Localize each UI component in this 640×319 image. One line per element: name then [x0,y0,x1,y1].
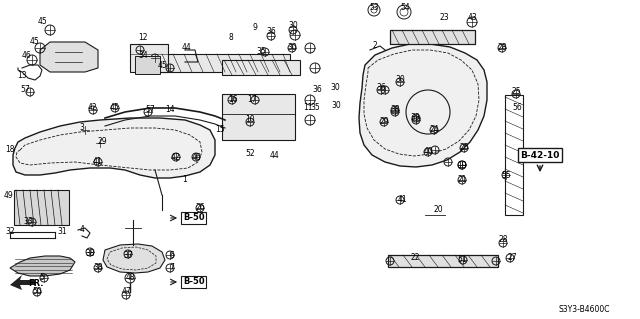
Polygon shape [10,275,35,290]
Text: 29: 29 [97,137,107,146]
Text: 49: 49 [3,191,13,201]
Polygon shape [103,244,165,273]
Text: 15: 15 [215,125,225,135]
Polygon shape [10,256,75,276]
Text: FR.: FR. [28,278,44,287]
Text: 53: 53 [369,4,379,12]
Bar [388,255,498,267]
Text: 9: 9 [253,24,257,33]
Text: 14: 14 [165,106,175,115]
Text: S3Y3-B4600C: S3Y3-B4600C [559,306,610,315]
Text: 23: 23 [439,13,449,23]
Text: 12: 12 [138,33,148,42]
Text: 44: 44 [270,151,280,160]
Bar [505,95,523,215]
Text: 22: 22 [410,254,420,263]
Text: 46: 46 [191,152,201,161]
Text: 36: 36 [266,27,276,36]
Polygon shape [359,44,487,167]
Bar [130,44,168,72]
Text: 25: 25 [459,144,469,152]
Text: 36: 36 [312,85,322,94]
Text: B-42-10: B-42-10 [520,151,560,160]
Bar [160,54,290,72]
Bar [135,56,160,74]
Text: 2: 2 [372,41,378,49]
Bar [222,94,295,140]
Text: 40: 40 [423,147,433,157]
Text: 8: 8 [228,33,234,42]
Text: 38: 38 [85,249,95,257]
Text: 45: 45 [110,102,120,112]
Text: 43: 43 [467,13,477,23]
Text: 45: 45 [30,38,40,47]
Text: 31: 31 [57,227,67,236]
Text: 56: 56 [512,103,522,113]
Text: 28: 28 [497,43,507,53]
Bar [14,190,69,225]
Text: B-50: B-50 [183,213,205,222]
Text: 27: 27 [507,254,517,263]
Text: 4: 4 [79,226,84,234]
Text: 45: 45 [38,18,48,26]
Text: 51: 51 [457,256,467,264]
Text: 39: 39 [410,114,420,122]
Text: 45: 45 [158,61,168,70]
Text: 37: 37 [123,250,133,259]
Text: 24: 24 [429,125,439,135]
Text: 33: 33 [23,218,33,226]
Text: 47: 47 [121,287,131,296]
Text: 21: 21 [457,175,467,184]
Text: 55: 55 [501,170,511,180]
Text: 3: 3 [79,123,84,132]
Text: 30: 30 [288,20,298,29]
Text: 38: 38 [93,263,103,272]
Text: 19: 19 [457,160,467,169]
Text: 41: 41 [92,158,102,167]
Polygon shape [13,118,215,178]
Text: 35: 35 [310,103,320,113]
Text: 26: 26 [195,204,205,212]
Text: 30: 30 [395,76,405,85]
Text: 54: 54 [400,4,410,12]
Text: 50: 50 [32,287,42,296]
Text: 41: 41 [397,196,407,204]
Text: 46: 46 [22,51,32,61]
Bar [390,30,475,44]
Text: 42: 42 [87,102,97,112]
Text: 32: 32 [5,227,15,236]
Text: 1: 1 [182,175,188,184]
Text: 5: 5 [40,273,44,283]
Polygon shape [40,42,98,72]
Text: 17: 17 [247,95,257,105]
Text: 13: 13 [17,70,27,79]
Text: 38: 38 [390,106,400,115]
Text: 16: 16 [228,95,238,105]
Text: 30: 30 [287,43,297,53]
Text: 28: 28 [499,235,508,244]
Text: 48: 48 [125,273,135,283]
Text: 57: 57 [145,106,155,115]
Text: 42: 42 [170,152,180,161]
Text: 36: 36 [376,84,386,93]
Text: 6: 6 [170,250,175,259]
Text: 34: 34 [138,50,148,60]
Text: 30: 30 [330,83,340,92]
Text: 18: 18 [5,145,15,154]
Text: 52: 52 [245,149,255,158]
Text: 10: 10 [245,115,255,124]
Text: 25: 25 [511,87,521,97]
Text: 44: 44 [182,43,192,53]
Text: 29: 29 [379,117,389,127]
Text: 30: 30 [331,101,341,110]
Text: 7: 7 [170,263,175,272]
Bar [222,60,300,75]
Text: 57: 57 [20,85,30,94]
Text: 35: 35 [256,48,266,56]
Text: 11: 11 [303,103,313,113]
Text: 20: 20 [433,205,443,214]
Text: B-50: B-50 [183,278,205,286]
